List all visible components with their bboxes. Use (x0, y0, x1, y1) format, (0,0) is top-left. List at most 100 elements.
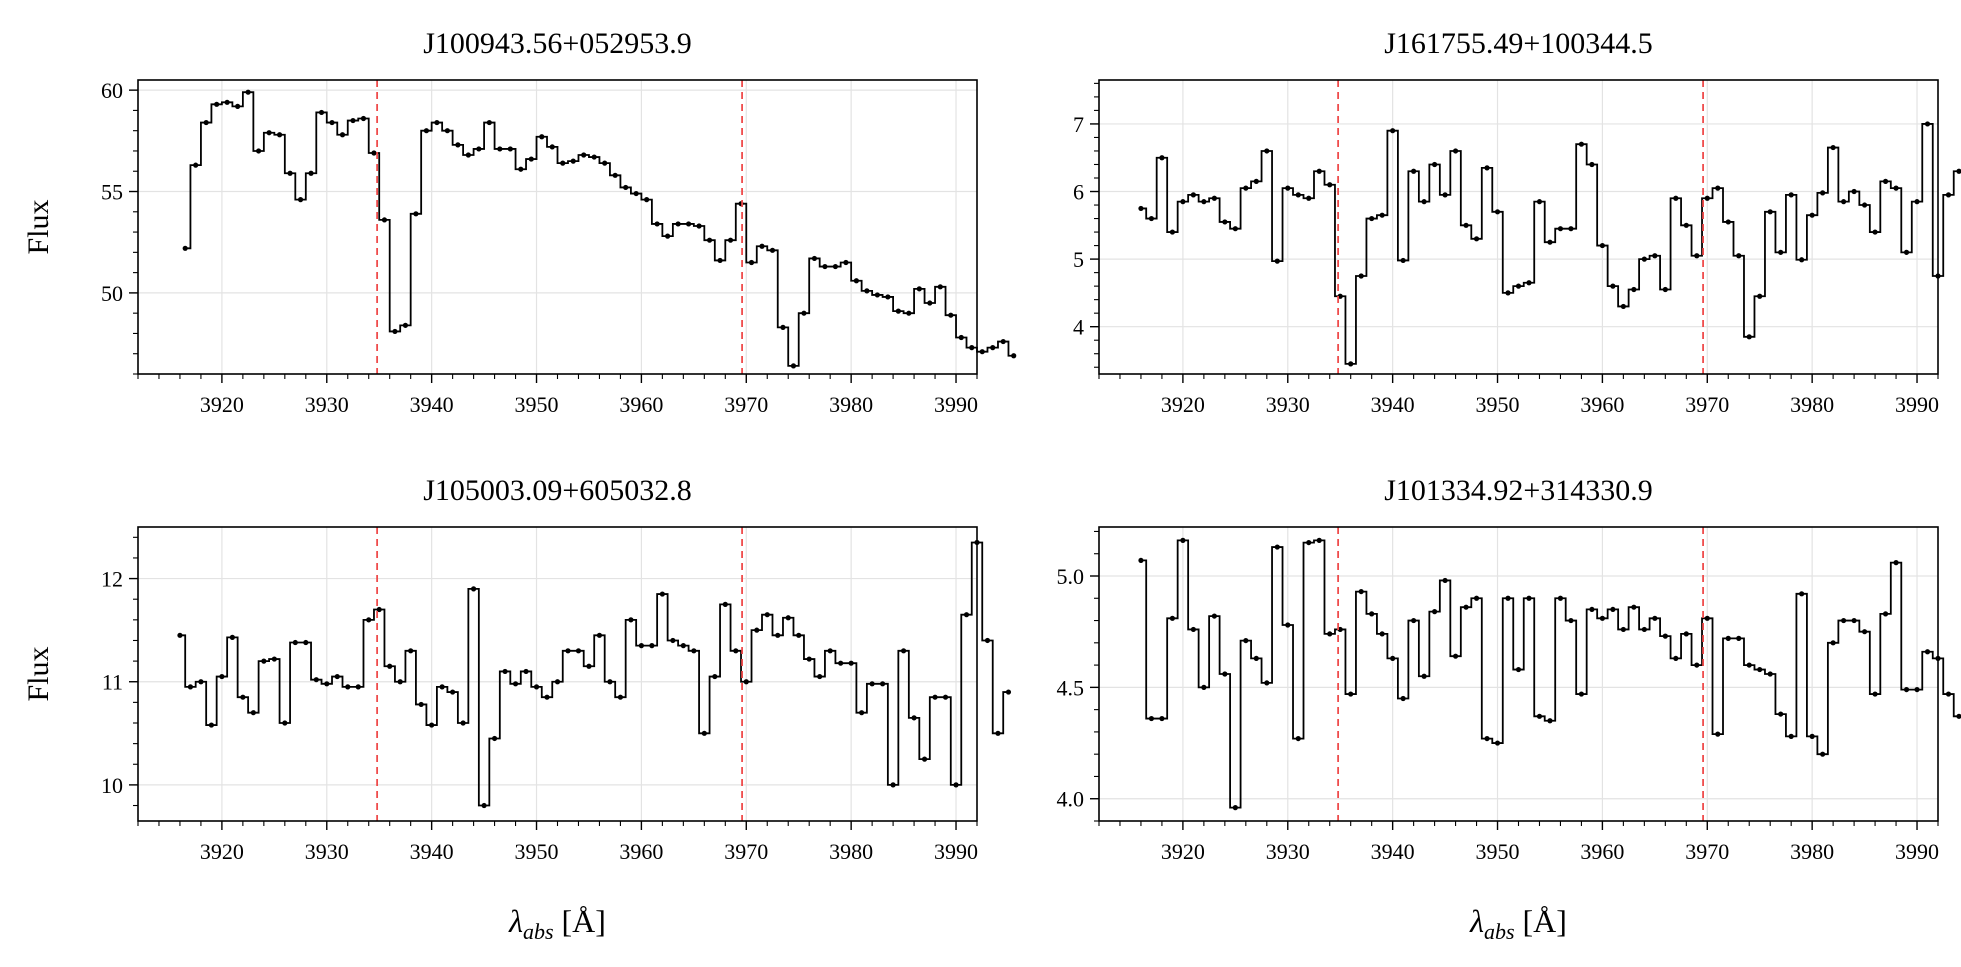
flux-point (549, 144, 555, 150)
flux-point (1820, 190, 1826, 196)
flux-point (1264, 680, 1270, 686)
flux-point (1169, 615, 1176, 621)
flux-point (1872, 229, 1878, 235)
y-tick-label: 60 (101, 78, 123, 103)
flux-point (329, 119, 335, 126)
flux-point (303, 639, 309, 646)
x-tick-label: 3960 (1580, 839, 1624, 864)
flux-point (392, 328, 398, 335)
flux-point (1316, 168, 1322, 174)
flux-point (1452, 653, 1459, 659)
flux-point (838, 660, 844, 666)
flux-point (1222, 671, 1228, 677)
flux-point (801, 310, 807, 316)
flux-point (680, 643, 686, 649)
flux-point (796, 632, 802, 638)
flux-point (733, 648, 739, 654)
flux-point (638, 643, 645, 649)
flux-point (1390, 655, 1396, 662)
flux-point (219, 673, 225, 680)
flux-point (1620, 626, 1626, 633)
x-tick-label: 3930 (305, 839, 349, 864)
flux-point (533, 684, 540, 690)
x-tick-label: 3980 (1790, 839, 1834, 864)
flux-point (198, 679, 204, 685)
flux-point (1274, 544, 1280, 550)
flux-point (1578, 691, 1585, 697)
flux-point (371, 150, 377, 156)
flux-point (1515, 283, 1522, 289)
flux-point (701, 730, 707, 736)
flux-point (570, 158, 576, 164)
flux-point (1515, 666, 1522, 673)
flux-point (1369, 611, 1375, 617)
flux-point (1316, 537, 1322, 543)
flux-point (266, 130, 272, 136)
flux-point (308, 170, 314, 176)
x-tick-label: 3970 (1685, 839, 1729, 864)
flux-point (869, 681, 875, 687)
flux-point (1473, 236, 1480, 242)
flux-point (817, 673, 823, 680)
flux-point (1841, 617, 1847, 624)
flux-point (607, 679, 613, 685)
flux-point (1494, 740, 1501, 746)
panel-title: J101334.92+314330.9 (1384, 474, 1653, 507)
flux-point (476, 146, 482, 152)
flux-point (780, 324, 786, 330)
flux-point (1243, 637, 1249, 644)
x-tick-label: 3970 (1685, 392, 1729, 417)
flux-point (208, 722, 215, 728)
x-tick-label: 3920 (1161, 392, 1205, 417)
flux-point (1379, 212, 1385, 218)
flux-point (1851, 617, 1857, 624)
flux-point (1264, 148, 1270, 154)
flux-point (1159, 155, 1165, 161)
flux-point (722, 601, 728, 607)
flux-point (1610, 283, 1616, 289)
flux-point (1306, 539, 1312, 546)
flux-point (1011, 353, 1017, 359)
flux-point (712, 673, 718, 680)
flux-point (743, 679, 749, 685)
flux-point (1190, 192, 1196, 198)
flux-point (439, 684, 445, 690)
flux-point (1778, 249, 1784, 255)
flux-point (523, 668, 529, 675)
y-tick-label: 50 (101, 281, 123, 306)
flux-point (1914, 686, 1920, 693)
flux-point (1799, 591, 1805, 597)
flux-point (444, 128, 450, 134)
x-tick-label: 3990 (934, 839, 978, 864)
flux-point (1914, 199, 1920, 205)
flux-point (1778, 711, 1784, 717)
flux-point (612, 172, 618, 178)
y-tick-label: 5 (1073, 247, 1084, 272)
flux-point (1358, 588, 1364, 595)
flux-point (754, 627, 760, 633)
flux-point (1736, 635, 1742, 641)
flux-point (460, 720, 466, 726)
x-tick-label: 3940 (1371, 839, 1415, 864)
flux-point (1715, 731, 1721, 737)
flux-point (706, 237, 713, 243)
flux-point (177, 632, 183, 638)
flux-point (916, 286, 922, 292)
flux-point (287, 170, 293, 176)
flux-point (1662, 633, 1668, 639)
panel-3: 3920 3930 3940 3950 3960 3970 3980 3990 10 11 12 J1… (22, 474, 1012, 944)
flux-point (1536, 199, 1543, 205)
flux-point (1799, 257, 1805, 263)
flux-point (1180, 199, 1186, 205)
panel-4: 3920 3930 3940 3950 3960 3970 3980 3990 4.0 4.5 5.… (1057, 474, 1961, 944)
flux-point (1463, 222, 1469, 228)
flux-point (1725, 219, 1731, 225)
flux-point (1893, 560, 1899, 566)
flux-point (691, 648, 697, 654)
y-axis-label: Flux (22, 646, 55, 701)
flux-point (1893, 185, 1899, 191)
flux-point (554, 679, 561, 685)
flux-point (785, 615, 791, 621)
x-axis-label: λabs [Å] (1469, 903, 1567, 944)
panel-1: 3920 3930 3940 3950 3960 3970 3980 3990 50 55 60 J1… (22, 27, 1017, 417)
